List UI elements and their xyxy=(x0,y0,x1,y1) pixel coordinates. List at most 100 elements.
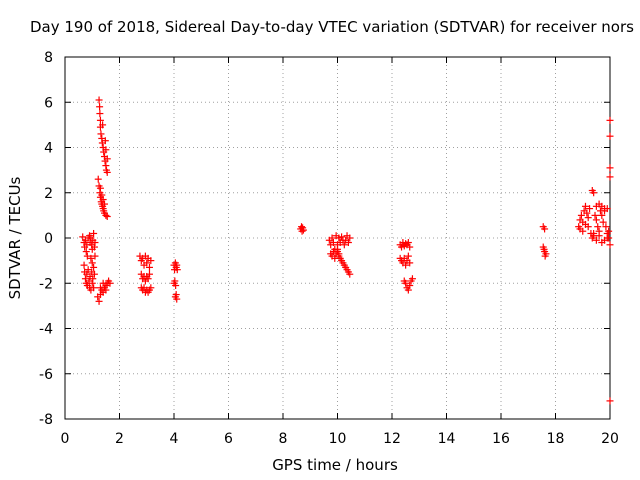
data-point xyxy=(584,223,592,231)
data-point xyxy=(299,226,307,234)
data-point xyxy=(404,252,412,260)
data-point xyxy=(99,279,107,287)
data-point xyxy=(406,282,414,290)
data-point xyxy=(102,286,110,294)
data-point xyxy=(346,270,354,278)
data-point xyxy=(95,297,103,305)
data-point xyxy=(606,116,614,124)
data-point xyxy=(344,239,352,247)
data-point xyxy=(171,277,179,285)
data-point xyxy=(81,275,89,283)
y-tick-label: 6 xyxy=(44,95,53,111)
y-tick-label: -2 xyxy=(39,276,53,292)
x-tick-label: 8 xyxy=(279,431,288,447)
data-point xyxy=(590,229,598,237)
x-tick-label: 14 xyxy=(438,431,456,447)
data-point xyxy=(584,214,592,222)
x-tick-label: 10 xyxy=(329,431,347,447)
data-point xyxy=(606,132,614,140)
data-point xyxy=(103,213,111,221)
data-point xyxy=(606,397,614,405)
data-point xyxy=(173,295,181,303)
data-point xyxy=(102,211,110,219)
data-point xyxy=(145,270,153,278)
data-point xyxy=(408,275,416,283)
data-point xyxy=(88,259,96,267)
data-point xyxy=(91,239,99,247)
data-point xyxy=(598,211,606,219)
data-point xyxy=(89,275,97,283)
data-point xyxy=(99,121,107,129)
data-point xyxy=(583,209,591,217)
data-point xyxy=(603,234,611,242)
data-point xyxy=(340,241,348,249)
data-point xyxy=(329,239,337,247)
x-tick-label: 12 xyxy=(383,431,401,447)
data-point xyxy=(173,266,181,274)
data-point xyxy=(586,205,594,213)
data-point xyxy=(592,216,600,224)
y-tick-label: 2 xyxy=(44,186,53,202)
data-point xyxy=(143,259,151,267)
data-point xyxy=(147,284,155,292)
data-point xyxy=(406,243,414,251)
y-tick-label: 8 xyxy=(44,50,53,66)
data-point xyxy=(101,200,109,208)
data-point xyxy=(595,232,603,240)
data-points xyxy=(79,96,614,405)
data-point xyxy=(592,236,600,244)
data-point xyxy=(96,110,104,118)
data-point xyxy=(95,96,103,104)
data-point xyxy=(605,227,613,235)
y-tick-label: 0 xyxy=(44,231,53,247)
data-point xyxy=(541,225,549,233)
data-point xyxy=(103,168,111,176)
y-tick-label: -4 xyxy=(39,322,53,338)
data-point xyxy=(591,211,599,219)
data-point xyxy=(542,250,550,258)
x-tick-label: 2 xyxy=(115,431,124,447)
data-point xyxy=(147,257,155,265)
data-point xyxy=(103,155,111,163)
data-point xyxy=(606,173,614,181)
data-point xyxy=(87,254,95,262)
data-point xyxy=(581,202,589,210)
data-point xyxy=(603,205,611,213)
data-point xyxy=(328,234,336,242)
data-point xyxy=(172,282,180,290)
x-axis-label: GPS time / hours xyxy=(272,456,398,474)
data-point xyxy=(404,286,412,294)
data-point xyxy=(96,184,104,192)
data-point xyxy=(91,252,99,260)
x-tick-label: 6 xyxy=(224,431,233,447)
data-point xyxy=(90,263,98,271)
data-point xyxy=(338,233,346,241)
data-point xyxy=(84,266,92,274)
data-point xyxy=(602,223,610,231)
data-point xyxy=(106,279,114,287)
data-point xyxy=(599,218,607,226)
data-point xyxy=(82,248,90,256)
data-point xyxy=(402,261,410,269)
data-point xyxy=(579,227,587,235)
data-point xyxy=(90,229,98,237)
data-point xyxy=(102,146,110,154)
data-point xyxy=(402,279,410,287)
data-point xyxy=(404,239,412,247)
data-point xyxy=(99,196,107,204)
data-point xyxy=(80,261,88,269)
data-point xyxy=(334,248,341,256)
x-tick-label: 4 xyxy=(170,431,179,447)
chart-title: Day 190 of 2018, Sidereal Day-to-day VTE… xyxy=(30,18,634,36)
data-point xyxy=(606,241,614,249)
data-point xyxy=(101,137,109,145)
data-point xyxy=(90,270,98,278)
data-point xyxy=(346,234,354,242)
data-point xyxy=(96,116,104,124)
data-point xyxy=(577,211,585,219)
data-point xyxy=(590,189,598,197)
data-point xyxy=(98,191,106,199)
x-tick-label: 20 xyxy=(601,431,619,447)
